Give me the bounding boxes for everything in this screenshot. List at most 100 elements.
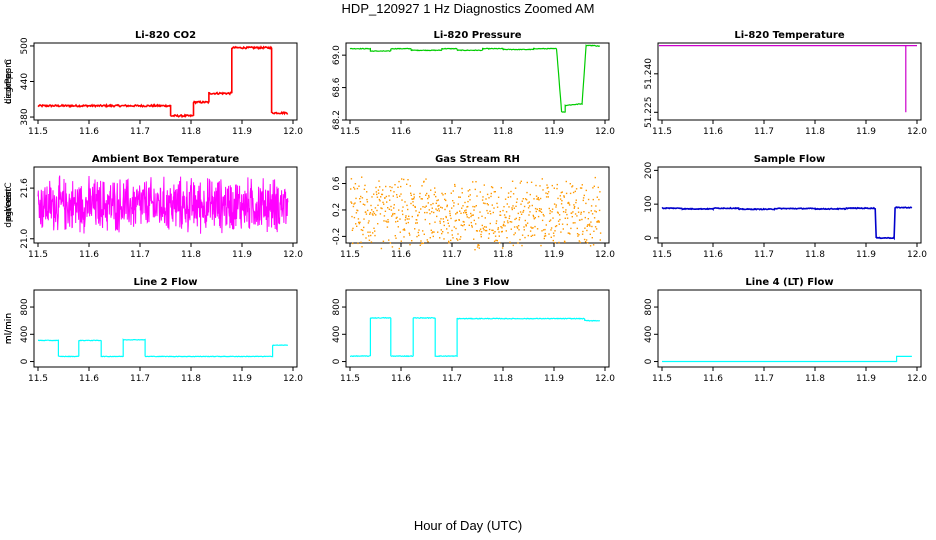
data-point [385,220,387,222]
x-tick-label: 11.6 [391,127,411,137]
data-point [405,215,407,217]
y-tick-label: 21.6 [20,178,30,198]
data-point [437,199,439,201]
data-point [402,206,404,208]
data-point [541,219,544,222]
data-point [540,208,542,210]
data-point [599,232,602,234]
data-point [528,205,531,207]
data-point [503,206,505,208]
data-point [584,241,587,243]
data-point [354,202,356,204]
data-point [558,214,561,216]
data-point [540,244,542,247]
data-point [530,226,532,228]
data-point [572,222,574,224]
data-point [521,234,524,236]
data-point [400,193,402,195]
data-point [379,186,381,188]
data-point [487,204,489,206]
panel-4: Ambient Box Temperature degrees C 11.5 11.6… [4,154,303,260]
panel-ylabel: ml/min [4,189,14,220]
y-tick-label: 21.0 [20,228,30,248]
data-point [491,204,493,206]
data-point [448,240,450,243]
data-point [490,192,492,195]
panel-5: Gas Stream RH percent 11.5 11.6 11.7 11.8 11.9… [4,154,615,260]
data-point [414,205,416,208]
data-point [442,194,444,196]
data-point [590,221,592,223]
data-point [528,214,530,216]
data-point [510,221,513,223]
data-point [424,218,426,221]
data-point [550,227,553,229]
data-point [516,227,519,229]
data-point [397,226,399,228]
data-point [398,247,400,250]
data-point [514,218,516,221]
data-point [434,187,436,189]
data-point [570,212,573,214]
data-point [482,202,485,204]
data-point [375,186,377,189]
data-point [590,210,592,212]
data-point [369,213,371,215]
panel-title: Li-820 Pressure [433,30,521,41]
data-point [469,189,471,191]
data-point [517,242,519,244]
data-point [467,205,469,208]
data-point [452,200,454,202]
data-point [560,203,563,205]
data-point [486,203,488,205]
data-point [406,204,408,207]
data-point [464,210,466,212]
data-point [436,209,438,212]
panel-title: Li-820 Temperature [734,30,844,41]
data-point [450,217,452,220]
data-point [398,180,400,183]
data-point [573,206,576,208]
data-point [588,224,590,226]
x-tick-label: 11.8 [805,250,825,260]
data-point [430,229,432,231]
data-point [367,222,370,224]
panel-frame [657,42,922,121]
data-point [389,242,392,244]
data-point [493,207,495,209]
data-point [358,185,360,187]
x-tick-label: 11.8 [805,374,825,384]
data-point [508,215,511,217]
data-point [435,208,437,210]
data-point [390,209,393,211]
data-point [527,202,529,204]
data-point [592,244,595,246]
data-point [541,230,543,232]
x-tick-label: 12.0 [595,250,615,260]
panel-ylabel: ml/min [4,313,14,344]
data-point [589,233,591,235]
data-point [524,219,526,222]
data-point [363,188,366,190]
data-point [486,209,488,212]
data-point [575,201,577,204]
series-line [37,338,289,358]
data-point [433,231,435,233]
data-point [460,212,462,214]
data-point [413,193,415,196]
x-tick-label: 11.7 [754,374,774,384]
data-point [537,215,540,218]
data-point [372,214,374,216]
data-point [501,247,504,249]
data-point [353,186,355,189]
data-point [522,211,524,213]
data-point [431,211,433,213]
data-point [532,227,534,229]
data-point [513,226,516,228]
data-point [575,199,577,201]
data-point [480,231,483,233]
data-point [535,184,537,187]
data-point [444,193,446,195]
y-tick-label: 400 [20,325,30,342]
